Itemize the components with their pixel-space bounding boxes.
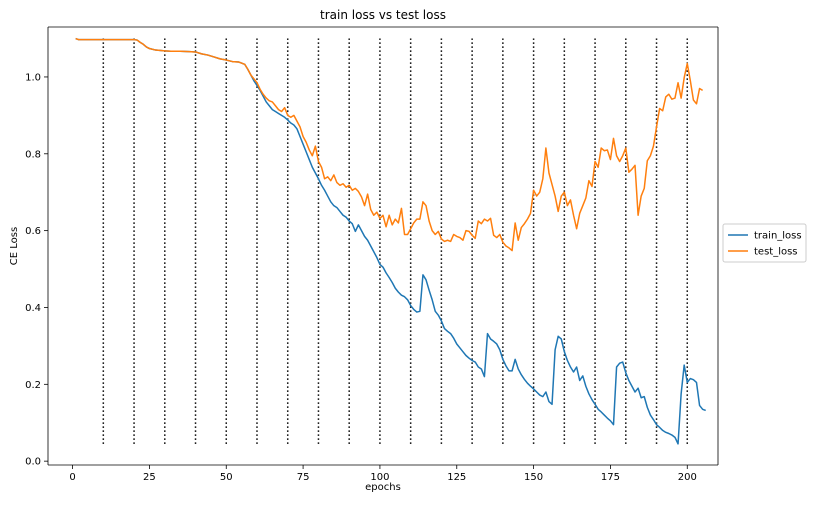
legend-label-train-loss: train_loss (754, 231, 802, 242)
x-tick-label: 100 (370, 472, 389, 483)
axes: 0 25 50 75 100 125 150 175 200 0.0 0.2 0.4 0.6 0.8 1.0 (25, 26, 719, 483)
y-axis-title: CE Loss (9, 227, 20, 265)
y-tick-label: 0.4 (25, 303, 41, 314)
y-tick-label: 0.0 (25, 457, 41, 468)
x-tick-label: 25 (143, 472, 156, 483)
series-line-test-loss (75, 37, 704, 252)
x-tick-label: 150 (524, 472, 543, 483)
chart-title: train loss vs test loss (320, 8, 446, 22)
series-layer (75, 37, 706, 445)
x-axis-title: epochs (365, 482, 401, 493)
y-tick-label: 0.2 (25, 380, 41, 391)
plot-area (48, 27, 718, 465)
y-tick-label: 0.6 (25, 226, 41, 237)
y-tick-label: 1.0 (25, 72, 41, 83)
plot-background (48, 27, 718, 465)
legend-box (722, 223, 807, 263)
x-tick-label: 200 (678, 472, 697, 483)
legend: train_loss test_loss (722, 223, 807, 263)
legend-label-test-loss: test_loss (754, 247, 798, 258)
x-tick-label: 0 (69, 472, 75, 483)
x-tick-label: 175 (601, 472, 620, 483)
x-tick-label: 75 (297, 472, 310, 483)
y-tick-label: 0.8 (25, 149, 41, 160)
x-tick-label: 50 (220, 472, 233, 483)
x-tick-label: 125 (447, 472, 466, 483)
